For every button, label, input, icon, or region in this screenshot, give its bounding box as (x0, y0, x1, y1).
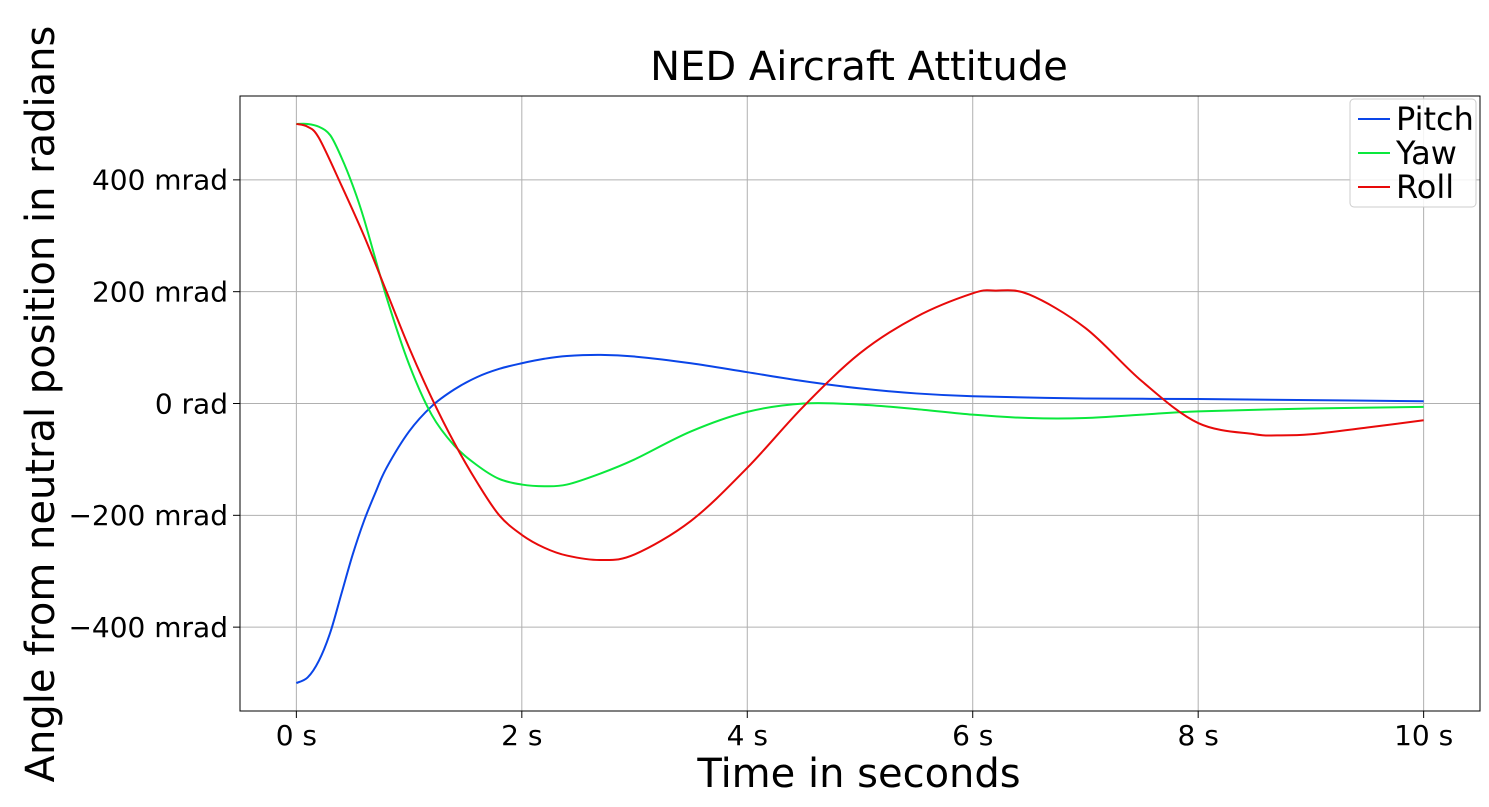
x-tick-label: 2 s (501, 719, 542, 752)
x-axis-ticks: 0 s 2 s 4 s 6 s 8 s 10 s (276, 711, 1453, 752)
y-axis-ticks: −400 mrad −200 mrad 0 rad 200 mrad 400 mrad (68, 164, 240, 644)
y-axis-label: Angle from neutral position in radians (18, 26, 64, 783)
series-layer (295, 122, 1424, 684)
x-tick-label: 0 s (276, 719, 317, 752)
legend-label-pitch: Pitch (1396, 100, 1474, 138)
y-tick-label: 200 mrad (92, 275, 228, 308)
legend-label-yaw: Yaw (1395, 134, 1457, 172)
x-tick-label: 4 s (727, 719, 768, 752)
x-tick-label: 8 s (1178, 719, 1219, 752)
x-tick-label: 10 s (1394, 719, 1453, 752)
legend-label-roll: Roll (1396, 168, 1454, 206)
y-tick-label: 0 rad (155, 387, 228, 420)
series-line-yaw (296, 122, 1424, 488)
x-axis-label: Time in seconds (696, 751, 1020, 797)
legend-box (1349, 98, 1477, 208)
y-tick-label: −400 mrad (68, 611, 228, 644)
x-tick-label: 6 s (952, 719, 993, 752)
y-tick-label: 400 mrad (92, 164, 228, 197)
series-line-roll (296, 122, 1424, 562)
chart-title: NED Aircraft Attitude (650, 44, 1068, 90)
series-line-pitch (295, 353, 1424, 684)
y-tick-label: −200 mrad (68, 499, 228, 532)
